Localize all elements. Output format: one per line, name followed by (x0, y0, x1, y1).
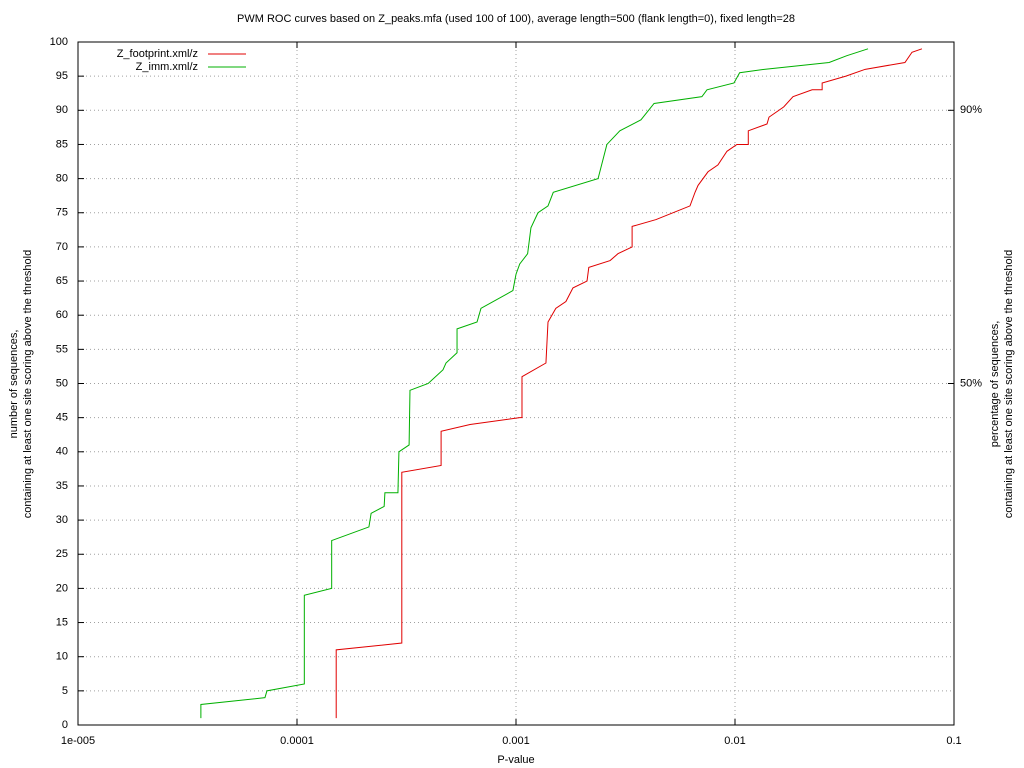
y-tick-label: 75 (56, 207, 68, 219)
x-tick-label: 0.0001 (280, 735, 314, 747)
legend-label: Z_footprint.xml/z (117, 48, 198, 60)
x-tick-label: 0.1 (946, 735, 961, 747)
y-tick-label: 60 (56, 309, 68, 321)
chart-title: PWM ROC curves based on Z_peaks.mfa (use… (237, 13, 795, 25)
y-tick-label: 15 (56, 616, 68, 628)
y2-tick-label: 50% (960, 377, 982, 389)
y-axis-label: number of sequences, (8, 330, 20, 439)
y2-axis-label: percentage of sequences, (989, 321, 1001, 448)
y2-tick-label: 90% (960, 104, 982, 116)
legend-label: Z_imm.xml/z (136, 61, 198, 73)
y-tick-label: 30 (56, 514, 68, 526)
y-tick-label: 20 (56, 582, 68, 594)
y-tick-label: 10 (56, 651, 68, 663)
x-axis-label: P-value (497, 754, 534, 766)
y-tick-label: 25 (56, 548, 68, 560)
x-tick-label: 1e-005 (61, 735, 95, 747)
y-tick-label: 90 (56, 104, 68, 116)
y-axis-label: containing at least one site scoring abo… (22, 250, 34, 518)
y-tick-label: 65 (56, 275, 68, 287)
y-tick-label: 70 (56, 241, 68, 253)
x-tick-label: 0.01 (724, 735, 745, 747)
y-tick-label: 40 (56, 446, 68, 458)
y-tick-label: 100 (50, 36, 68, 48)
y-tick-label: 45 (56, 412, 68, 424)
x-tick-label: 0.001 (502, 735, 530, 747)
plot-frame (77, 41, 955, 726)
series-line (200, 48, 869, 719)
y-tick-label: 0 (62, 719, 68, 731)
series-line (335, 48, 923, 719)
y-tick-label: 35 (56, 480, 68, 492)
y-tick-label: 5 (62, 685, 68, 697)
y-tick-label: 95 (56, 70, 68, 82)
y-tick-label: 55 (56, 343, 68, 355)
y-tick-label: 80 (56, 173, 68, 185)
y2-axis-label: containing at least one site scoring abo… (1003, 250, 1015, 518)
y-tick-label: 85 (56, 138, 68, 150)
y-tick-label: 50 (56, 377, 68, 389)
